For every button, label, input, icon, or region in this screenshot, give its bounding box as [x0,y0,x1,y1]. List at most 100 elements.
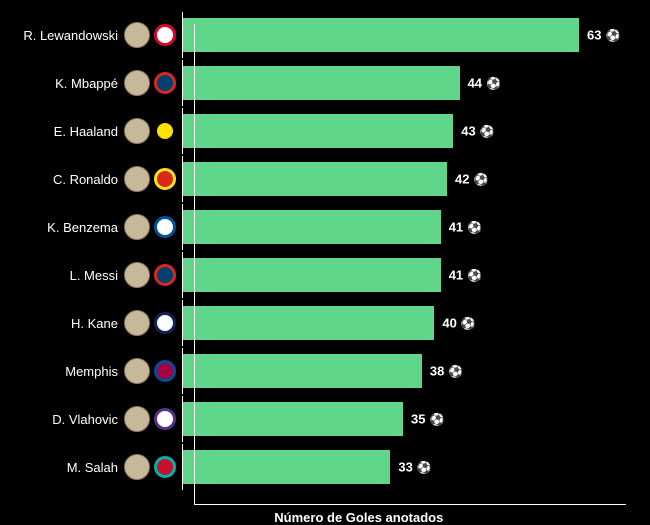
player-row: K. Mbappé 44 ⚽ [12,60,638,106]
player-avatar [124,166,150,192]
club-badge-icon [154,360,176,382]
player-name: R. Lewandowski [23,28,118,43]
bar-value-number: 42 [455,172,469,187]
player-label-group: K. Benzema [12,214,182,240]
soccer-ball-icon: ⚽ [480,125,495,139]
player-label-group: L. Messi [12,262,182,288]
soccer-ball-icon: ⚽ [486,77,501,91]
player-label-group: D. Vlahovic [12,406,182,432]
bar: 41⚽ [183,210,441,244]
club-badge-icon [154,408,176,430]
player-label-group: R. Lewandowski [12,22,182,48]
bar-value-number: 43 [461,124,475,139]
player-row: K. Benzema 41 ⚽ [12,204,638,250]
player-row: C. Ronaldo 42 ⚽ [12,156,638,202]
soccer-ball-icon: ⚽ [473,173,488,187]
player-name: M. Salah [67,460,118,475]
player-label-group: E. Haaland [12,118,182,144]
player-name: K. Benzema [47,220,118,235]
player-name: E. Haaland [54,124,118,139]
bar-value-label: 44 ⚽ [468,76,501,91]
club-badge-icon [154,312,176,334]
soccer-ball-icon: ⚽ [467,221,482,235]
bar-value-number: 63 [587,28,601,43]
bar-track: 41 ⚽ [182,204,638,250]
player-name: H. Kane [71,316,118,331]
bar: 38⚽ [183,354,422,388]
bar: 43⚽ [183,114,453,148]
bar-track: 35⚽ [182,396,638,442]
club-badge-icon [154,456,176,478]
bar: 40⚽ [183,306,434,340]
bar-value-number: 41 [449,268,463,283]
club-badge-icon [154,72,176,94]
player-name: D. Vlahovic [52,412,118,427]
bar-track: 40 ⚽ [182,300,638,346]
bar-value-label: 42 ⚽ [455,172,488,187]
player-row: M. Salah 33 ⚽ [12,444,638,490]
bar: 42⚽ [183,162,447,196]
player-avatar [124,454,150,480]
player-avatar [124,214,150,240]
bar-track: 42 ⚽ [182,156,638,202]
bar-value-number: 44 [468,76,482,91]
player-row: D. Vlahovic 35⚽ [12,396,638,442]
soccer-ball-icon: ⚽ [461,317,476,331]
player-name: C. Ronaldo [53,172,118,187]
bar-value-label: 40 ⚽ [442,316,475,331]
player-avatar [124,262,150,288]
bar: 33⚽ [183,450,390,484]
player-avatar [124,22,150,48]
club-badge-icon [154,264,176,286]
club-badge-icon [154,168,176,190]
bar-value-label: 43 ⚽ [461,124,494,139]
soccer-ball-icon: ⚽ [467,269,482,283]
bar-value-number: 41 [449,220,463,235]
player-row: R. Lewandowski 63 ⚽ [12,12,638,58]
club-badge-icon [154,120,176,142]
player-avatar [124,406,150,432]
bar: 44⚽ [183,66,460,100]
bar-value-label: 35⚽ [411,412,444,427]
bar: 63⚽ [183,18,579,52]
player-row: E. Haaland 43 ⚽ [12,108,638,154]
player-row: H. Kane 40 ⚽ [12,300,638,346]
soccer-ball-icon: ⚽ [448,365,463,379]
bar-value-number: 40 [442,316,456,331]
player-name: L. Messi [70,268,118,283]
player-row: L. Messi 41 ⚽ [12,252,638,298]
player-label-group: C. Ronaldo [12,166,182,192]
player-label-group: Memphis [12,358,182,384]
player-label-group: K. Mbappé [12,70,182,96]
bar-value-number: 35 [411,412,425,427]
player-avatar [124,358,150,384]
bar-value-number: 38 [430,364,444,379]
player-label-group: M. Salah [12,454,182,480]
bar-value-number: 33 [398,460,412,475]
player-avatar [124,118,150,144]
club-badge-icon [154,24,176,46]
bar-track: 38 ⚽ [182,348,638,394]
player-name: Memphis [65,364,118,379]
bar-value-label: 33 ⚽ [398,460,431,475]
bar: 35⚽ [183,402,403,436]
bar-track: 44 ⚽ [182,60,638,106]
bar-value-label: 41 ⚽ [449,268,482,283]
soccer-ball-icon: ⚽ [605,29,620,43]
bar-track: 43 ⚽ [182,108,638,154]
x-axis-title: Número de Goles anotados [274,510,443,525]
goals-bar-chart: R. Lewandowski63⚽K. Mbappé44⚽E. Haaland4… [12,12,638,513]
club-badge-icon [154,216,176,238]
bar-track: 63 ⚽ [182,12,638,58]
y-axis-line [194,24,195,504]
player-avatar [124,310,150,336]
player-row: Memphis 38 ⚽ [12,348,638,394]
player-label-group: H. Kane [12,310,182,336]
bar-track: 33 ⚽ [182,444,638,490]
bar: 41⚽ [183,258,441,292]
x-axis-line [194,504,626,505]
soccer-ball-icon: ⚽ [417,461,432,475]
bar-track: 41 ⚽ [182,252,638,298]
bar-value-label: 38 ⚽ [430,364,463,379]
player-name: K. Mbappé [55,76,118,91]
